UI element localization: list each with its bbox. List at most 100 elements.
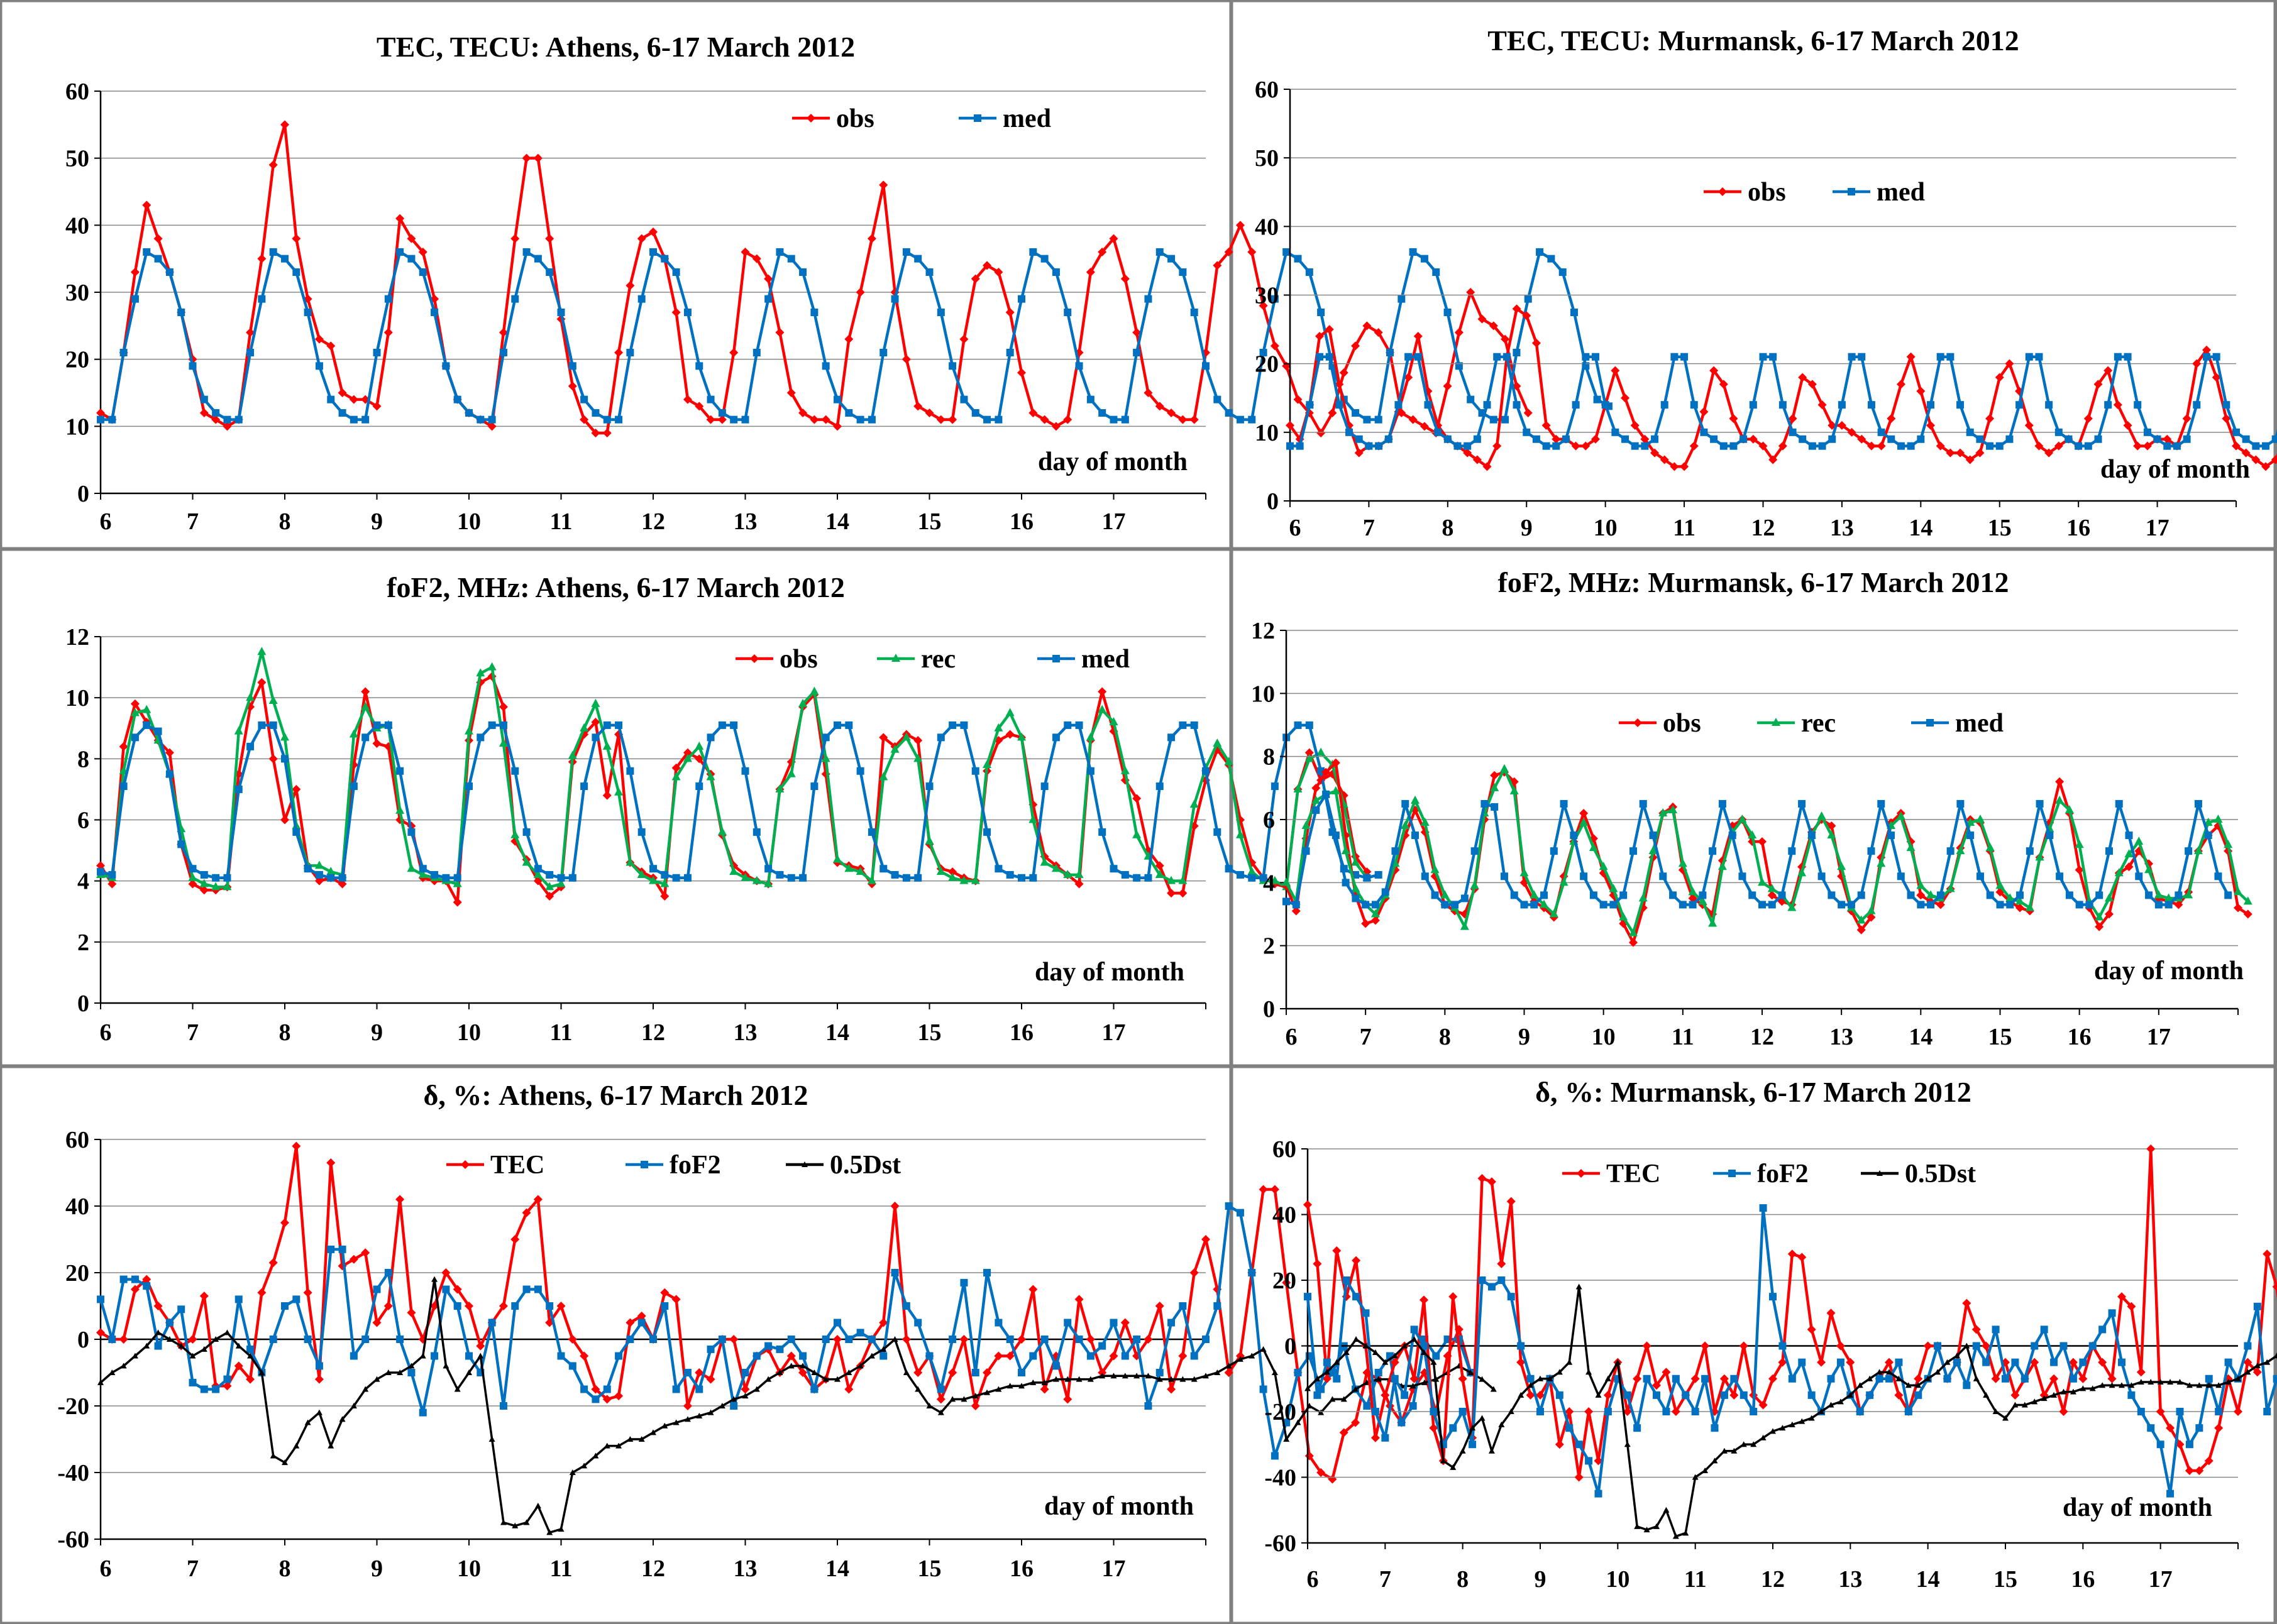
data-point — [741, 1385, 750, 1394]
data-point — [2060, 1388, 2067, 1395]
data-point — [327, 874, 335, 882]
data-point — [1352, 1256, 1361, 1265]
x-tick-label: 10 — [1592, 1024, 1616, 1050]
data-point — [2262, 442, 2270, 450]
data-point — [1847, 901, 1855, 909]
data-point — [1362, 1342, 1369, 1349]
data-point — [1458, 1374, 1467, 1383]
data-point — [2242, 435, 2250, 443]
data-point — [1167, 1319, 1176, 1327]
data-point — [1885, 1358, 1894, 1367]
data-point — [177, 840, 185, 848]
data-point — [592, 733, 600, 742]
data-point — [1110, 415, 1118, 424]
data-point — [2006, 901, 2014, 909]
data-point — [119, 1335, 128, 1344]
data-point — [1789, 1421, 1795, 1427]
data-point — [2051, 1391, 2058, 1398]
data-point — [293, 1442, 300, 1449]
data-point — [189, 1352, 196, 1359]
data-point — [581, 1462, 588, 1469]
data-point — [1579, 818, 1589, 826]
data-point — [1623, 1391, 1631, 1399]
panel-border — [1231, 0, 2276, 549]
data-point — [280, 732, 289, 741]
data-point — [937, 309, 945, 316]
x-tick-label: 7 — [1379, 1566, 1391, 1593]
data-point — [1322, 790, 1330, 798]
data-point — [1651, 435, 1659, 443]
chart-title: δ, %: Athens, 6-17 March 2012 — [423, 1079, 808, 1111]
data-point — [546, 268, 554, 276]
data-point — [810, 782, 819, 791]
data-point — [407, 1308, 416, 1317]
data-point — [1381, 1434, 1389, 1442]
data-point — [2146, 1144, 2156, 1153]
data-point — [465, 726, 473, 735]
data-point — [1728, 831, 1736, 840]
data-point — [1190, 721, 1198, 729]
data-point — [2109, 1382, 2115, 1388]
chart-title: foF2, MHz: Athens, 6-17 March 2012 — [387, 571, 845, 603]
data-point — [2128, 1382, 2135, 1388]
data-point — [1946, 847, 1954, 855]
data-point — [1817, 1358, 1826, 1367]
data-point — [1270, 1185, 1279, 1194]
data-point — [730, 1402, 738, 1410]
data-point — [1530, 901, 1538, 909]
data-point — [1291, 906, 1301, 916]
x-axis-label: day of month — [1035, 958, 1184, 987]
data-point — [1701, 1374, 1709, 1383]
data-point — [1401, 799, 1409, 808]
data-point — [1202, 767, 1210, 775]
data-point — [1699, 891, 1707, 899]
data-point — [1390, 1358, 1399, 1367]
data-point — [1915, 1382, 1922, 1388]
data-point — [1493, 353, 1501, 361]
data-point — [361, 687, 370, 696]
data-point — [856, 1329, 864, 1337]
data-point — [1985, 843, 1995, 852]
data-point — [1394, 401, 1403, 409]
data-point — [2166, 1424, 2175, 1433]
data-point — [1591, 434, 1600, 444]
data-point — [1866, 441, 1876, 451]
x-tick-label: 11 — [550, 508, 573, 535]
data-point — [1536, 248, 1544, 256]
data-point — [1167, 733, 1176, 742]
x-tick-label: 7 — [187, 1019, 199, 1046]
x-tick-label: 11 — [1673, 515, 1695, 541]
data-point — [1451, 901, 1459, 909]
data-point — [1896, 811, 1905, 820]
data-point — [1325, 325, 1334, 334]
data-point — [1682, 1530, 1689, 1536]
data-point — [1155, 1302, 1164, 1310]
data-point — [1155, 861, 1164, 870]
data-point — [1758, 877, 1767, 886]
data-point — [2075, 442, 2083, 450]
data-point — [2252, 442, 2260, 450]
data-point — [2224, 840, 2233, 848]
data-point — [223, 1375, 231, 1383]
data-point — [2215, 1382, 2222, 1388]
data-point — [155, 1329, 162, 1336]
data-point — [143, 1342, 150, 1349]
data-point — [1778, 401, 1787, 409]
data-point — [1640, 434, 1650, 444]
data-point — [339, 1416, 346, 1422]
data-point — [1213, 828, 1221, 836]
data-point — [2031, 1342, 2039, 1350]
data-point — [189, 362, 197, 370]
data-point — [200, 870, 208, 879]
data-point — [1907, 442, 1915, 450]
data-point — [822, 733, 830, 742]
data-point — [1098, 409, 1106, 417]
series-line — [1306, 1285, 2277, 1538]
data-point — [1342, 879, 1350, 887]
data-point — [1542, 442, 1550, 450]
data-point — [1956, 846, 1965, 855]
data-point — [200, 395, 208, 403]
data-point — [2083, 414, 2093, 423]
data-point — [1352, 894, 1360, 903]
data-point — [188, 879, 197, 889]
